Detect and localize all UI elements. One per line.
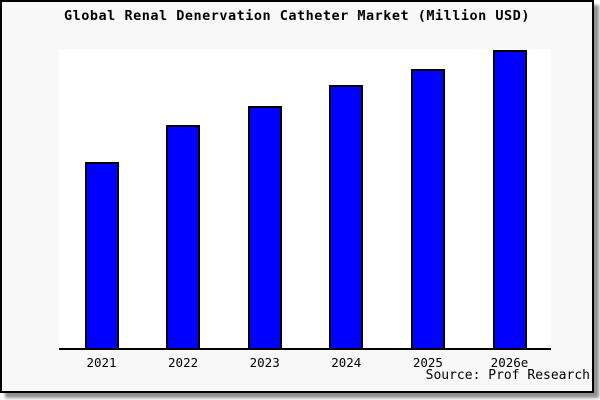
x-tick-label-2026e: 2026e [490, 355, 529, 370]
x-tick-label-2025: 2025 [412, 355, 443, 370]
bar-2022 [166, 125, 201, 350]
x-axis-line [59, 348, 551, 350]
source-credit: Source: Prof Research [425, 368, 590, 383]
x-tick-label-2022: 2022 [168, 355, 199, 370]
bar-2024 [329, 85, 364, 350]
plot-area [59, 49, 551, 350]
bar-2025 [410, 69, 445, 350]
bar-2026e [492, 50, 527, 350]
chart-title: Global Renal Denervation Catheter Market… [64, 8, 530, 24]
chart-frame: Global Renal Denervation Catheter Market… [0, 0, 594, 393]
x-tick-label-2024: 2024 [331, 355, 362, 370]
x-tick-label-2023: 2023 [249, 355, 280, 370]
bar-2023 [247, 106, 282, 350]
x-tick-label-2021: 2021 [86, 355, 117, 370]
bar-2021 [84, 162, 119, 350]
